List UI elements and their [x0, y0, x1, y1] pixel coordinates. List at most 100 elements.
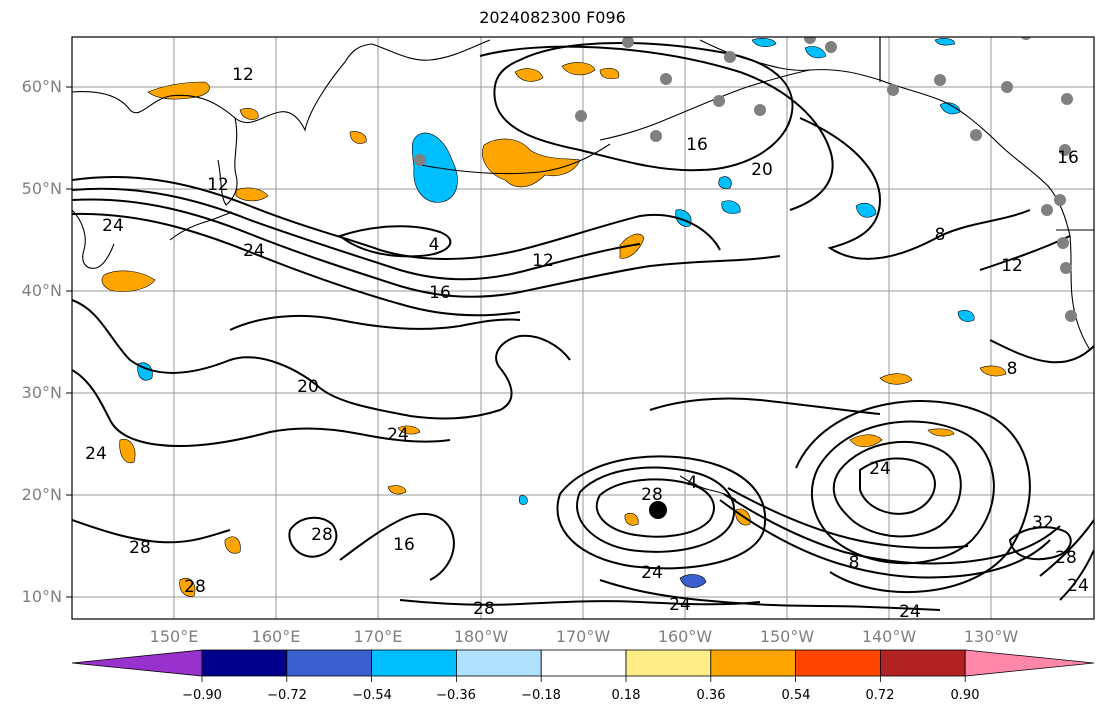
- contour-low-ring-2: [576, 466, 735, 553]
- colorbar-bin: [455, 649, 542, 677]
- station-markers: [414, 37, 1077, 322]
- contour-label: 8: [935, 225, 946, 245]
- contour-label: 32: [1032, 513, 1054, 533]
- contour-label: 28: [1055, 548, 1077, 568]
- shade-orange-misc2: [397, 425, 421, 435]
- contour-24-south: [599, 579, 941, 611]
- colorbar-tick-label: −0.54: [352, 688, 392, 703]
- station-dot: [622, 37, 634, 48]
- station-dot: [1065, 310, 1077, 322]
- coast-japan: [72, 209, 115, 269]
- contour-label: 8: [849, 553, 860, 573]
- contours: [72, 42, 1094, 611]
- axis-ticks: [66, 86, 72, 598]
- coast-usa-west: [1069, 235, 1091, 351]
- station-dot: [934, 74, 946, 86]
- shade-blue-small6: [751, 38, 777, 47]
- contour-trough-3: [727, 487, 969, 549]
- contour-label: 16: [686, 135, 708, 155]
- shade-blue-small8: [804, 46, 827, 59]
- lat-label-30n: 30°N: [21, 383, 62, 402]
- station-dot: [1054, 194, 1066, 206]
- station-dot: [1041, 204, 1053, 216]
- contour-label: 20: [297, 377, 319, 397]
- contour-24-band: [72, 369, 451, 448]
- station-dot: [970, 129, 982, 141]
- shade-blue-small5: [957, 310, 975, 322]
- shade-orange-misc1: [387, 485, 407, 495]
- shade-orange-bering: [482, 138, 581, 188]
- station-dot: [1001, 81, 1013, 93]
- contour-high-1: [859, 457, 936, 515]
- contour-trough-1: [719, 499, 1051, 579]
- station-dot: [650, 130, 662, 142]
- lon-label-160w: 160°W: [657, 627, 713, 646]
- contour-8-ne: [799, 117, 1031, 260]
- colorbar-bin: [795, 649, 881, 677]
- lat-label-50n: 50°N: [21, 179, 62, 198]
- shade-orange-center1: [624, 512, 639, 526]
- contour-label: 28: [184, 577, 206, 597]
- contour-low-ring-1: [595, 478, 715, 538]
- coast-asia-northeast: [72, 43, 373, 132]
- contour-20-west: [72, 299, 571, 420]
- lon-label-170w: 170°W: [555, 627, 611, 646]
- contour-label: 24: [85, 444, 107, 464]
- colorbar-tick-label: 0.72: [865, 688, 895, 703]
- lon-label-150w: 150°W: [759, 627, 815, 646]
- coastlines: [72, 37, 1094, 501]
- shade-orange-misc3: [927, 428, 955, 437]
- map-frame: [71, 36, 1095, 620]
- lat-label-20n: 20°N: [21, 485, 62, 504]
- station-dot: [1061, 93, 1073, 105]
- contour-28-west: [72, 519, 231, 544]
- contour-loop-east-mid: [649, 397, 881, 415]
- shade-blue-misc2: [939, 102, 961, 115]
- contour-jet-3: [72, 198, 781, 298]
- colorbar-bin: [371, 649, 457, 677]
- colorbar-tick-label: −0.36: [436, 688, 476, 703]
- storm-center-marker: [649, 501, 667, 519]
- shade-orange-arctic2: [561, 62, 596, 76]
- shade-orange-east1: [879, 373, 913, 385]
- contour-label: 24: [869, 459, 891, 479]
- colorbar-bin: [201, 649, 288, 677]
- station-dot: [887, 84, 899, 96]
- colorbar-tick-label: −0.72: [267, 688, 307, 703]
- contour-high-2: [832, 441, 962, 538]
- shaded-areas: [101, 38, 1007, 597]
- contour-16-north: [479, 45, 834, 211]
- contour-label: 12: [532, 251, 554, 271]
- coast-alaska-peninsula: [599, 69, 811, 141]
- lon-label-180w: 180°W: [453, 627, 509, 646]
- contour-polar-ring: [493, 42, 794, 172]
- contour-label: 8: [1007, 359, 1018, 379]
- shade-orange-sub1: [849, 434, 883, 448]
- contour-label: 20: [751, 160, 773, 180]
- shade-orange-nw1: [147, 81, 210, 100]
- shade-blue-small1: [718, 176, 732, 189]
- border-usa-canada: [879, 37, 1094, 231]
- contour-jet-1: [72, 175, 721, 260]
- contour-4-low: [337, 225, 452, 258]
- contour-label: 24: [387, 425, 409, 445]
- contour-loop-small: [288, 516, 338, 558]
- map-title: 2024082300 F096: [479, 8, 626, 27]
- contour-28-east: [1039, 519, 1094, 577]
- shade-orange-south2: [224, 536, 241, 554]
- coast-siberia-east: [371, 39, 491, 61]
- contour-label: 28: [129, 538, 151, 558]
- contour-label: 4: [687, 473, 698, 493]
- shade-blue-south1: [679, 574, 707, 588]
- contour-high-3: [811, 420, 995, 565]
- station-dot: [660, 73, 672, 85]
- lon-label-170e: 170°E: [353, 627, 403, 646]
- station-dot: [1060, 262, 1072, 274]
- contour-high-4: [795, 400, 1031, 594]
- colorbar-tick-label: 0.36: [696, 688, 726, 703]
- contour-label: 24: [899, 602, 921, 622]
- coast-kurils: [169, 211, 233, 241]
- contour-label: 16: [393, 535, 415, 555]
- station-dot: [754, 104, 766, 116]
